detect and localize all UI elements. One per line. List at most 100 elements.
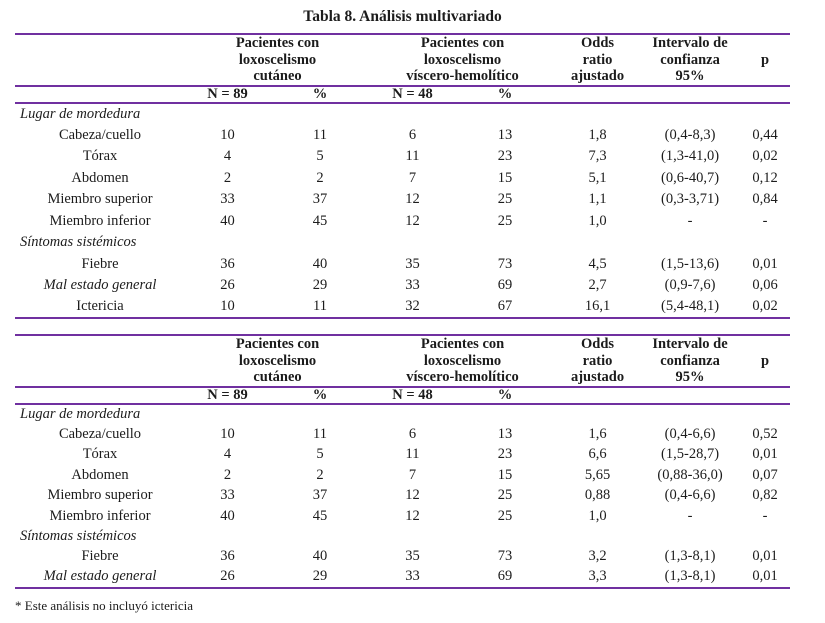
value-cell: 37 — [312, 191, 328, 208]
header-odds-ratio-ajustado: Odds ratio ajustado — [570, 336, 625, 386]
value-cell: 4 — [223, 446, 232, 463]
value-cell: 25 — [497, 487, 513, 504]
value-cell: 5 — [316, 446, 324, 463]
value-cell: 29 — [312, 568, 328, 585]
value-cell: 69 — [497, 568, 513, 585]
header-pacientes-viscero-hemolitico: Pacientes con loxoscelismo víscero-hemol… — [406, 35, 519, 85]
header-intervalo-confianza: Intervalo de confianza 95% — [652, 35, 728, 85]
header-percent-viscero: % — [497, 387, 513, 403]
header-p-value: p — [760, 51, 770, 68]
value-cell: 45 — [312, 212, 328, 229]
table-row: Ictericia 10 11 32 67 16,1 (5,4-48,1) 0,02 — [15, 297, 791, 318]
value-cell: 1,1 — [588, 191, 607, 208]
analisis-multivariado-tabla-superior: Pacientes con loxoscelismo cutáneo Pacien… — [15, 33, 791, 319]
value-cell: 12 — [405, 191, 420, 208]
value-cell: (5,4-48,1) — [661, 298, 720, 315]
value-cell: 15 — [497, 169, 513, 186]
column-group-header-row: Pacientes con loxoscelismo cutáneo Pacien… — [15, 335, 791, 387]
value-cell: 37 — [312, 487, 328, 504]
value-cell: 3,2 — [588, 548, 607, 565]
table-row: Fiebre 36 40 35 73 4,5 (1,5-13,6) 0,01 — [15, 254, 790, 276]
row-label: Cabeza/cuello — [58, 126, 142, 143]
value-cell: - — [762, 507, 768, 524]
corner-empty-cell — [15, 335, 185, 387]
value-cell: 40 — [312, 548, 328, 565]
value-cell: - — [687, 507, 693, 524]
value-cell: 10 — [220, 126, 235, 143]
value-cell: 0,01 — [752, 255, 778, 272]
value-cell: (0,6-40,7) — [661, 169, 720, 186]
row-label: Miembro inferior — [49, 212, 151, 229]
value-cell: 0,12 — [752, 169, 778, 186]
table-row: Miembro inferior 40 45 12 25 1,0 - - — [15, 506, 790, 526]
value-cell: (0,4-8,3) — [664, 126, 716, 143]
value-cell: 0,82 — [752, 487, 778, 504]
value-cell: 13 — [497, 425, 513, 442]
row-label: Fiebre — [81, 548, 119, 565]
value-cell: 10 — [220, 298, 235, 315]
value-cell: 26 — [220, 277, 235, 294]
value-cell: (0,3-3,71) — [661, 191, 720, 208]
value-cell: 45 — [312, 507, 328, 524]
value-cell: 40 — [220, 212, 235, 229]
row-label: Abdomen — [71, 169, 129, 186]
value-cell: 26 — [220, 568, 235, 585]
header-n-viscero: N = 48 — [392, 86, 433, 102]
value-cell: 12 — [405, 487, 420, 504]
column-group-header-row: Pacientes con loxoscelismo cutáneo Pacien… — [15, 34, 791, 86]
row-label: Mal estado general — [43, 277, 157, 294]
value-cell: 25 — [497, 191, 513, 208]
tables-container: Pacientes con loxoscelismo cutáneo Pacien… — [15, 33, 791, 589]
section-row: Síntomas sistémicos — [15, 232, 790, 254]
value-cell: 0,44 — [752, 126, 778, 143]
sample-size-header-row: N = 89% N = 48% — [15, 86, 791, 103]
value-cell: 6,6 — [588, 446, 607, 463]
value-cell: 29 — [312, 277, 328, 294]
header-pacientes-cutaneo: Pacientes con loxoscelismo cutáneo — [235, 336, 320, 386]
value-cell: 11 — [313, 298, 327, 315]
footnote: * Este análisis no incluyó ictericia — [15, 597, 193, 613]
empty-cell — [740, 387, 790, 404]
value-cell: 40 — [312, 255, 328, 272]
value-cell: (1,3-8,1) — [664, 568, 716, 585]
value-cell: 10 — [220, 425, 235, 442]
value-cell: 0,88 — [584, 487, 611, 504]
section-label: Lugar de mordedura — [20, 406, 141, 423]
value-cell: 1,0 — [588, 507, 607, 524]
value-cell: 2 — [316, 466, 324, 483]
table-row: Abdomen 2 2 7 15 5,1 (0,6-40,7) 0,12 — [15, 168, 790, 190]
row-label: Cabeza/cuello — [58, 425, 142, 442]
header-n-cutaneo: N = 89 — [207, 387, 248, 403]
value-cell: 25 — [497, 507, 513, 524]
row-label: Fiebre — [81, 255, 119, 272]
table-row: Abdomen 2 2 7 15 5,65 (0,88-36,0) 0,07 — [15, 465, 790, 485]
value-cell: - — [762, 212, 768, 229]
value-cell: 40 — [220, 507, 235, 524]
section-row: Lugar de mordedura — [15, 404, 790, 424]
header-pacientes-cutaneo: Pacientes con loxoscelismo cutáneo — [235, 35, 320, 85]
value-cell: 35 — [405, 255, 420, 272]
header-percent-cutaneo: % — [312, 387, 328, 403]
header-intervalo-confianza: Intervalo de confianza 95% — [652, 336, 728, 386]
value-cell: 73 — [497, 255, 513, 272]
value-cell: 11 — [405, 148, 420, 165]
value-cell: 0,07 — [752, 466, 778, 483]
empty-cell — [15, 86, 185, 103]
value-cell: 15 — [497, 466, 513, 483]
value-cell: 25 — [497, 212, 513, 229]
value-cell: 32 — [405, 298, 420, 315]
value-cell: 1,0 — [588, 212, 607, 229]
value-cell: 0,52 — [752, 425, 778, 442]
value-cell: 0,84 — [752, 191, 778, 208]
header-n-cutaneo: N = 89 — [207, 86, 248, 102]
sample-size-header-row: N = 89% N = 48% — [15, 387, 791, 404]
value-cell: 3,3 — [588, 568, 607, 585]
value-cell: 2 — [316, 169, 324, 186]
row-label: Ictericia — [76, 298, 124, 315]
value-cell: 67 — [497, 298, 513, 315]
value-cell: 36 — [220, 548, 235, 565]
value-cell: 69 — [497, 277, 513, 294]
value-cell: 35 — [405, 548, 420, 565]
value-cell: 0,06 — [752, 277, 778, 294]
empty-cell — [640, 86, 740, 103]
